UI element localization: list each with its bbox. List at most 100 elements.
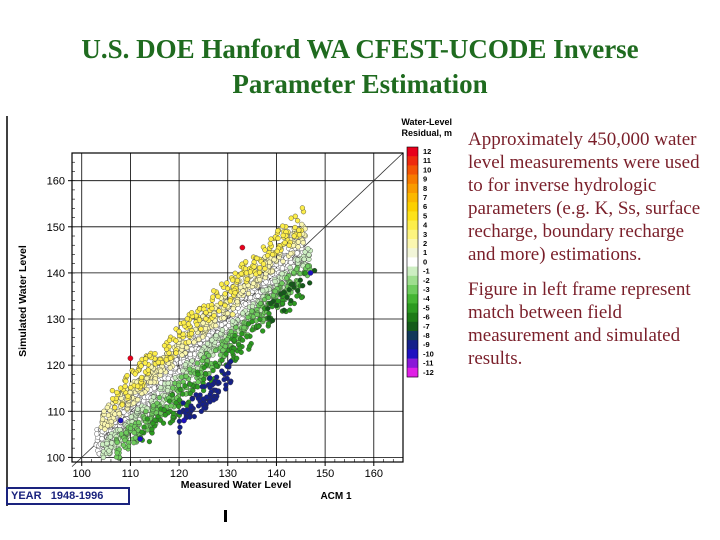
data-point [104,440,110,447]
data-point [279,265,286,271]
text-cursor-mark [224,510,227,522]
data-point [143,408,149,415]
data-point [154,400,160,406]
legend-label: -9 [423,340,430,349]
data-point [306,252,312,258]
data-point [122,437,128,443]
legend-bar-border [406,146,419,378]
outlier-point [229,311,236,318]
data-point [141,424,147,430]
data-point [256,323,262,330]
data-point [221,315,227,321]
data-point [280,258,286,265]
data-point [254,255,260,262]
data-point [288,259,294,266]
data-point [101,408,107,414]
data-point [295,239,302,245]
data-point [167,365,173,371]
data-point [270,251,276,258]
data-point [240,310,246,316]
data-point [209,305,215,312]
data-point [240,288,246,294]
data-point [99,436,105,442]
data-point [279,280,285,286]
data-point [185,321,192,327]
data-point [262,247,268,253]
data-point [170,410,177,417]
data-point [112,411,118,417]
data-point [294,266,300,272]
outlier-point [239,244,246,251]
data-point [178,374,185,380]
legend-label: -6 [423,313,430,322]
data-point [224,363,230,370]
y-tick-label: 130 [47,314,65,326]
legend-label: 6 [423,202,427,211]
data-point [131,430,137,436]
data-point [201,365,207,371]
data-point [247,295,254,301]
data-point [207,375,213,381]
data-point [271,257,277,263]
outlier-point [117,417,124,424]
legend-label: -8 [423,331,430,340]
outlier-point [181,417,187,424]
data-point [135,406,141,412]
data-point [210,368,216,374]
data-point [223,351,229,357]
data-point [127,425,134,432]
data-point [173,350,179,356]
data-point [300,283,306,289]
title-line-2: Parameter Estimation [232,69,488,99]
data-point [202,326,209,332]
data-point [249,308,255,314]
data-point [207,384,213,391]
data-point [288,251,294,257]
data-point [118,431,125,437]
data-point [128,414,134,420]
data-point [173,400,179,406]
data-point [291,233,297,239]
data-point [181,320,187,326]
data-point [225,310,231,317]
legend-swatch [407,358,418,369]
data-point [228,358,234,365]
data-point [266,311,272,317]
data-point [198,408,204,415]
data-point [227,298,233,304]
legend-label: 2 [423,239,427,248]
data-point [302,270,309,276]
data-point [125,393,131,399]
data-point [176,382,182,388]
legend-swatch [407,229,418,240]
legend-swatch [407,239,418,249]
data-point [144,416,150,422]
description-paragraph-2: Figure in left frame represent match bet… [468,279,691,369]
data-point [176,409,183,415]
data-point [260,261,267,267]
legend-swatch [407,294,418,304]
y-tick-label: 100 [47,452,65,464]
data-point [123,378,129,384]
data-point [233,324,239,331]
data-point [94,431,100,437]
legend-swatch [407,220,418,231]
data-point [284,294,290,301]
data-point [201,354,207,361]
data-point [211,397,217,403]
data-point [268,236,274,242]
data-point [282,239,288,246]
data-point [204,341,211,347]
data-point [211,313,217,319]
year-range-badge: YEAR 1948-1996 [6,487,130,505]
data-point [284,275,290,281]
data-point [245,321,251,327]
data-point [203,316,209,322]
legend-swatch [407,266,418,277]
legend-swatch [407,147,418,157]
data-point [234,355,240,361]
data-point [146,439,153,445]
y-tick-label: 160 [47,176,65,188]
data-point [166,350,172,356]
